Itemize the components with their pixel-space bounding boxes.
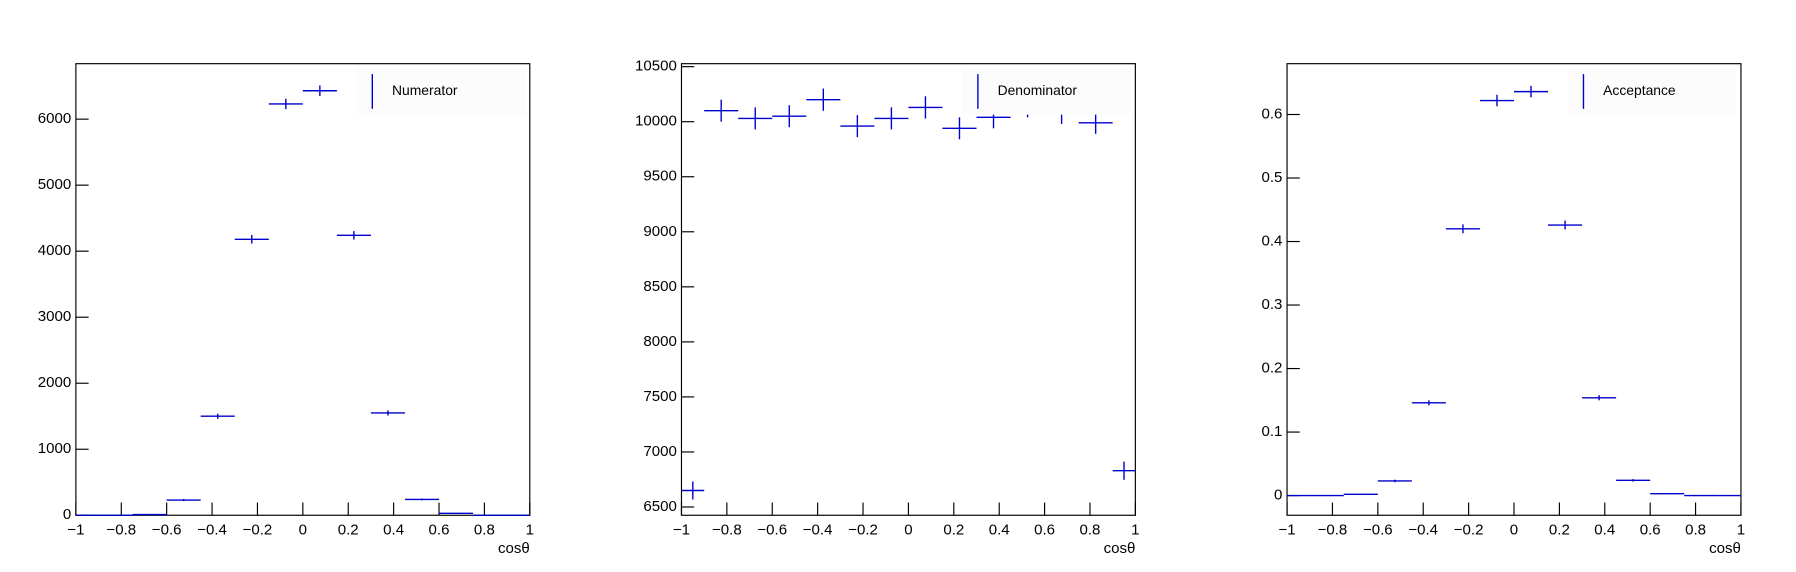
y-tick-label: 0.6 [1261,105,1282,122]
x-tick-label: 0 [299,521,307,538]
x-tick-label: −0.6 [152,521,182,538]
y-tick-label: 4000 [38,242,71,259]
x-tick-label: 0.4 [989,521,1010,538]
y-tick-label: 0.2 [1261,360,1282,377]
x-tick-label: 0.4 [383,521,404,538]
y-tick-label: 6500 [643,498,676,515]
y-tick-label: 0.3 [1261,296,1282,313]
y-tick-label: 10500 [635,58,677,75]
legend-box [356,68,526,115]
x-tick-label: −0.4 [1408,521,1438,538]
y-tick-label: 5000 [38,176,71,193]
plot-frame [75,63,531,516]
y-tick-label: 7000 [643,443,676,460]
legend-label: Numerator [392,82,458,98]
y-tick-label: 0.4 [1261,232,1282,249]
y-tick-label: 10000 [635,113,677,130]
x-tick-label: −0.6 [1363,521,1393,538]
y-tick-label: 8000 [643,333,676,350]
x-tick-label: 0.8 [1080,521,1101,538]
x-tick-label: 0.2 [1549,521,1570,538]
x-tick-label: −0.2 [1454,521,1484,538]
y-tick-label: 8500 [643,278,676,295]
x-tick-label: −0.8 [1318,521,1348,538]
y-tick-label: 0 [1274,487,1282,504]
y-tick-label: 0 [63,506,71,523]
legend-box [1567,68,1737,115]
x-tick-label: −0.4 [197,521,227,538]
x-tick-label: −1 [673,521,690,538]
y-tick-label: 9500 [643,168,676,185]
x-tick-label: −1 [67,521,84,538]
x-tick-label: 1 [526,521,534,538]
y-tick-label: 3000 [38,308,71,325]
x-tick-label: 0 [904,521,912,538]
x-tick-label: −0.2 [848,521,878,538]
x-tick-label: 1 [1737,521,1745,538]
x-tick-label: 0.6 [1034,521,1055,538]
plot-frame [1286,63,1742,516]
x-tick-label: −0.8 [106,521,136,538]
x-tick-label: −1 [1278,521,1295,538]
x-tick-label: −0.2 [243,521,273,538]
plot-frame [680,63,1136,516]
y-tick-label: 2000 [38,374,71,391]
x-tick-label: 0.6 [1640,521,1661,538]
x-tick-label: 1 [1131,521,1139,538]
x-tick-label: −0.8 [712,521,742,538]
y-tick-label: 6000 [38,110,71,127]
x-axis-label: cosθ [1104,540,1136,557]
x-tick-label: 0.8 [474,521,495,538]
y-tick-label: 1000 [38,440,71,457]
x-tick-label: −0.6 [757,521,787,538]
y-tick-label: 9000 [643,223,676,240]
x-axis-label: cosθ [498,540,530,557]
x-tick-label: 0.2 [338,521,359,538]
legend-box [961,68,1131,115]
x-axis-label: cosθ [1709,540,1741,557]
x-tick-label: 0.8 [1685,521,1706,538]
x-tick-label: −0.4 [803,521,833,538]
x-tick-label: 0.6 [429,521,450,538]
x-tick-label: 0.2 [943,521,964,538]
legend-label: Acceptance [1603,82,1676,98]
x-tick-label: 0 [1510,521,1518,538]
x-tick-label: 0.4 [1594,521,1615,538]
y-tick-label: 0.5 [1261,169,1282,186]
legend-label: Denominator [998,82,1078,98]
y-tick-label: 0.1 [1261,423,1282,440]
y-tick-label: 7500 [643,388,676,405]
